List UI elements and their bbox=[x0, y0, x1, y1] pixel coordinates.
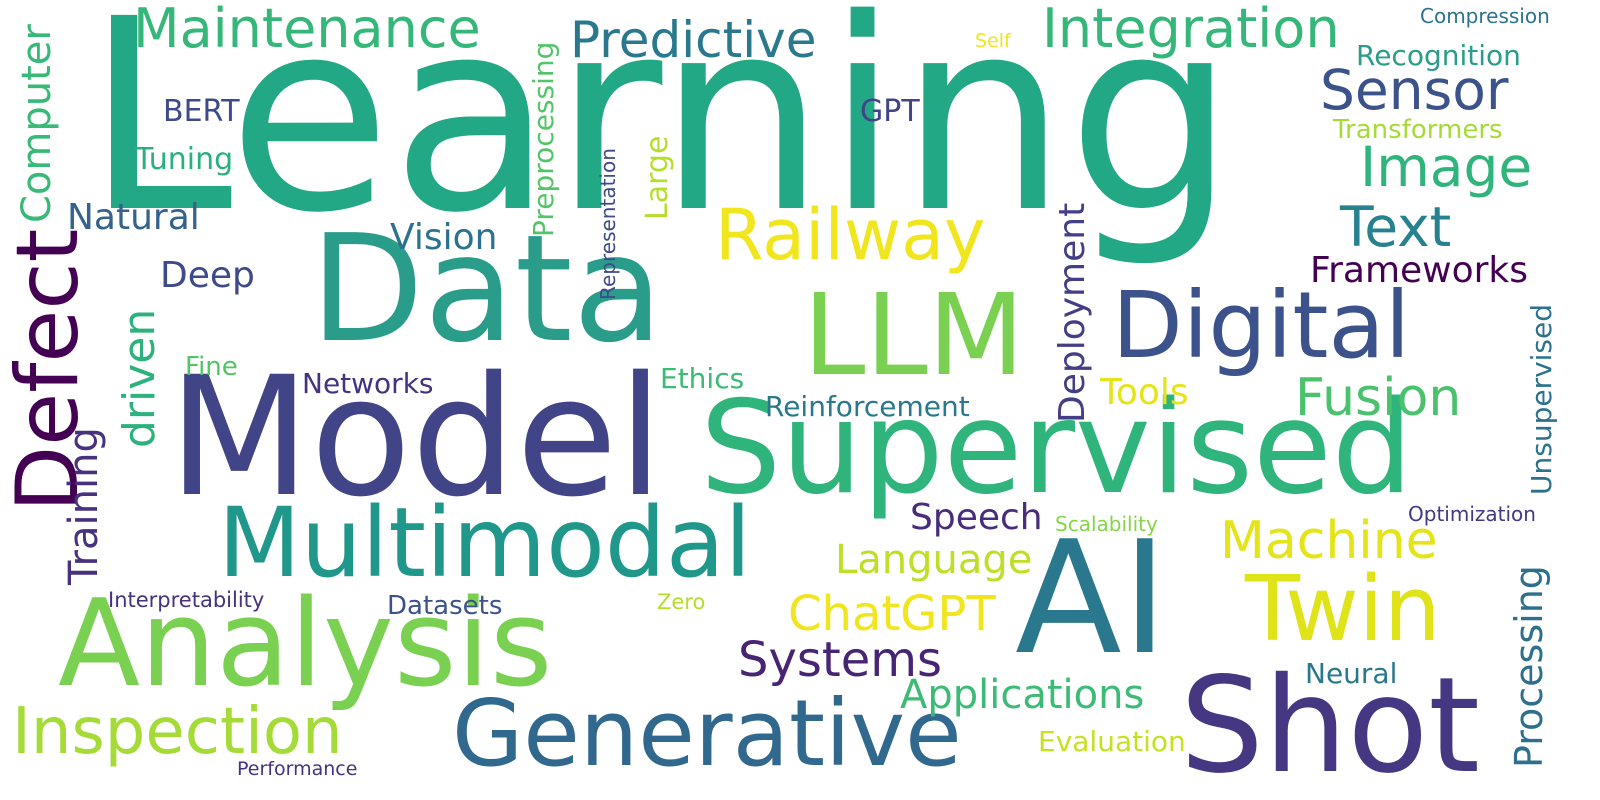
word-training: Training bbox=[61, 427, 107, 585]
word-llm: LLM bbox=[803, 271, 1025, 401]
word-compression: Compression bbox=[1420, 4, 1550, 28]
word-predictive: Predictive bbox=[570, 11, 817, 69]
word-interpretability: Interpretability bbox=[108, 588, 265, 612]
word-digital: Digital bbox=[1112, 272, 1411, 379]
word-self: Self bbox=[975, 30, 1011, 52]
word-maintenance: Maintenance bbox=[133, 0, 481, 60]
word-generative: Generative bbox=[452, 680, 962, 787]
word-speech: Speech bbox=[910, 497, 1043, 538]
word-optimization: Optimization bbox=[1408, 502, 1536, 526]
word-driven: driven bbox=[114, 308, 165, 448]
word-reinforcement: Reinforcement bbox=[765, 390, 970, 423]
word-ai: AI bbox=[1015, 507, 1168, 689]
word-railway: Railway bbox=[715, 194, 986, 276]
word-analysis: Analysis bbox=[58, 575, 553, 714]
word-sensor: Sensor bbox=[1320, 58, 1509, 122]
word-recognition: Recognition bbox=[1356, 39, 1521, 72]
word-representation: Representation bbox=[596, 148, 620, 300]
word-deployment: Deployment bbox=[1052, 202, 1093, 423]
word-learning: Learning bbox=[85, 0, 1236, 271]
word-processing: Processing bbox=[1507, 565, 1551, 768]
word-multimodal: Multimodal bbox=[218, 487, 752, 599]
word-chatgpt: ChatGPT bbox=[788, 586, 996, 642]
word-vision: Vision bbox=[390, 217, 498, 258]
word-computer: Computer bbox=[14, 24, 60, 223]
word-machine: Machine bbox=[1220, 511, 1438, 571]
word-unsupervised: Unsupervised bbox=[1525, 303, 1558, 495]
word-networks: Networks bbox=[302, 367, 434, 400]
word-integration: Integration bbox=[1042, 0, 1340, 60]
word-large: Large bbox=[640, 135, 675, 220]
word-natural: Natural bbox=[67, 197, 200, 238]
word-systems: Systems bbox=[738, 632, 942, 688]
word-bert: BERT bbox=[163, 94, 240, 129]
word-evaluation: Evaluation bbox=[1038, 725, 1186, 758]
word-shot: Shot bbox=[1180, 649, 1480, 800]
word-inspection: Inspection bbox=[12, 695, 343, 769]
word-performance: Performance bbox=[237, 758, 358, 780]
word-tools: Tools bbox=[1100, 372, 1189, 413]
word-twin: Twin bbox=[1245, 557, 1441, 662]
word-datasets: Datasets bbox=[387, 591, 503, 621]
word-text: Text bbox=[1340, 195, 1452, 259]
word-fine: Fine bbox=[185, 352, 238, 382]
word-tuning: Tuning bbox=[135, 142, 234, 177]
word-preprocessing: Preprocessing bbox=[527, 41, 560, 237]
word-fusion: Fusion bbox=[1295, 368, 1462, 428]
word-neural: Neural bbox=[1305, 657, 1398, 690]
word-language: Language bbox=[835, 537, 1033, 583]
word-model: Model bbox=[168, 341, 664, 533]
word-gpt: GPT bbox=[860, 94, 920, 129]
word-image: Image bbox=[1360, 135, 1533, 199]
word-ethics: Ethics bbox=[660, 362, 745, 395]
word-supervised: Supervised bbox=[700, 374, 1413, 523]
word-transformers: Transformers bbox=[1333, 115, 1503, 145]
word-scalability: Scalability bbox=[1055, 512, 1158, 536]
word-zero: Zero bbox=[657, 590, 706, 614]
word-deep: Deep bbox=[160, 255, 255, 296]
word-frameworks: Frameworks bbox=[1310, 250, 1529, 291]
word-applications: Applications bbox=[900, 672, 1145, 718]
word-data: Data bbox=[310, 203, 664, 375]
